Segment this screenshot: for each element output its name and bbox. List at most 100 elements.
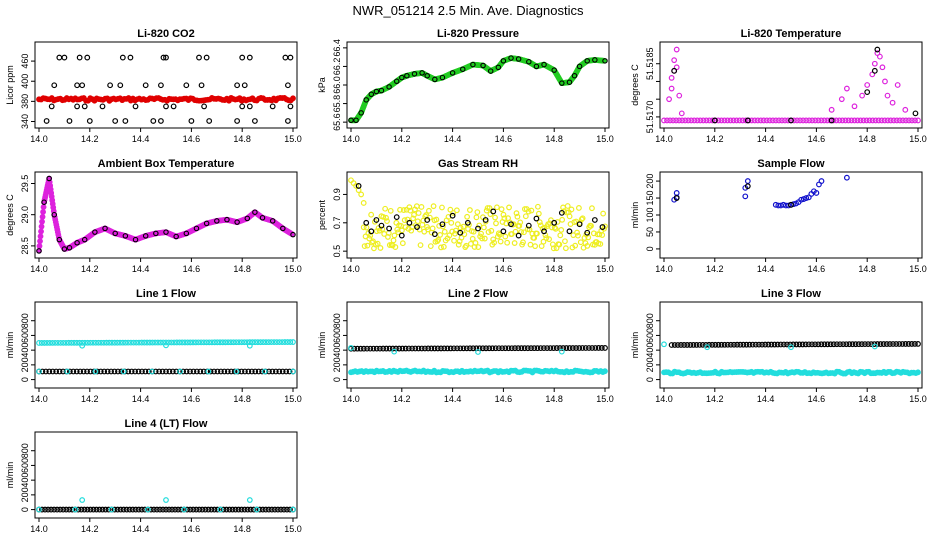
- data-point: [57, 339, 64, 346]
- data-point: [214, 218, 220, 224]
- y-tick-label: 200: [20, 487, 30, 502]
- data-point: [101, 368, 108, 375]
- data-point: [769, 117, 776, 124]
- data-point: [188, 118, 195, 124]
- data-point: [81, 236, 88, 243]
- plot-frame: [34, 41, 298, 129]
- data-point: [673, 46, 680, 53]
- data-point: [470, 61, 476, 68]
- y-tick-label: 800: [20, 443, 30, 458]
- data-point: [130, 339, 137, 346]
- data-point: [389, 345, 396, 352]
- x-tick-label: 15.0: [909, 264, 927, 274]
- data-point: [882, 78, 888, 85]
- data-point: [196, 506, 203, 513]
- data-point: [540, 238, 547, 245]
- data-point: [480, 224, 487, 231]
- data-point: [757, 117, 764, 124]
- y-tick-label: 400: [20, 473, 30, 488]
- data-point: [796, 341, 803, 348]
- data-point: [578, 216, 585, 223]
- data-point: [222, 339, 229, 346]
- data-point: [506, 204, 512, 211]
- data-point: [108, 368, 114, 375]
- data-point: [864, 82, 871, 88]
- data-point: [771, 341, 778, 348]
- data-point: [79, 82, 86, 89]
- data-point: [718, 117, 725, 124]
- data-point: [290, 231, 296, 238]
- panel-rh: Gas Stream RH 14.0 14.2 14.4 14.6 14.8 15.0 0.5…: [317, 158, 614, 274]
- data-point: [141, 506, 148, 513]
- data-point: [51, 506, 58, 513]
- data-point: [192, 339, 199, 346]
- data-point: [859, 92, 866, 99]
- x-tick-label: 14.6: [495, 264, 513, 274]
- data-point: [286, 368, 293, 375]
- data-point: [668, 342, 675, 348]
- x-tick-label: 14.8: [858, 394, 876, 404]
- data-point: [48, 506, 54, 513]
- data-point: [556, 241, 563, 248]
- data-point: [273, 339, 280, 346]
- data-point: [424, 72, 430, 79]
- x-tick-label: 14.8: [858, 134, 876, 144]
- data-point: [157, 339, 164, 346]
- data-point: [533, 63, 540, 70]
- data-point: [576, 205, 582, 211]
- data-point: [353, 117, 359, 124]
- data-point: [187, 339, 194, 346]
- data-point: [152, 339, 159, 346]
- data-point: [195, 339, 202, 346]
- data-point: [597, 241, 604, 247]
- data-point: [865, 341, 872, 348]
- data-point: [793, 341, 800, 348]
- x-tick-label: 14.8: [858, 264, 876, 274]
- data-point: [848, 117, 855, 124]
- data-point: [527, 241, 534, 248]
- data-point: [214, 368, 221, 375]
- data-point: [863, 117, 870, 124]
- panel-line4: Line 4 (LT) Flow 14.0 14.2 14.4 14.6 14.8 15.0…: [5, 418, 302, 534]
- panel-title: Line 3 Flow: [761, 288, 821, 300]
- data-point: [799, 341, 806, 348]
- y-tick-label: 51.5170: [645, 101, 655, 134]
- data-point: [429, 225, 436, 232]
- x-tick-label: 15.0: [596, 134, 614, 144]
- data-point: [400, 207, 407, 213]
- data-point: [102, 225, 108, 232]
- data-point: [391, 348, 398, 355]
- data-point: [559, 216, 566, 223]
- data-point: [163, 342, 169, 349]
- data-point: [114, 339, 121, 346]
- data-point: [173, 339, 180, 346]
- data-point: [207, 368, 214, 375]
- data-point: [602, 223, 608, 230]
- data-point: [211, 506, 218, 513]
- data-point: [510, 221, 517, 228]
- y-tick-label: 65.8: [332, 95, 342, 113]
- data-point: [129, 506, 136, 513]
- data-point: [117, 339, 123, 346]
- data-point: [250, 506, 257, 513]
- data-point: [219, 339, 226, 346]
- data-point: [268, 506, 275, 513]
- data-point: [79, 339, 86, 346]
- data-point: [126, 506, 133, 513]
- x-tick-label: 14.2: [81, 524, 99, 534]
- data-point: [569, 345, 576, 351]
- x-tick-label: 14.6: [183, 134, 201, 144]
- data-point: [536, 219, 543, 226]
- data-point: [184, 506, 191, 513]
- data-point: [176, 339, 183, 346]
- x-tick-label: 15.0: [284, 134, 302, 144]
- data-point: [805, 341, 812, 348]
- data-point: [748, 117, 755, 124]
- data-point: [180, 368, 187, 375]
- data-point: [112, 230, 118, 237]
- data-point: [40, 204, 47, 210]
- data-point: [576, 221, 583, 228]
- data-layer: [661, 46, 921, 124]
- plot-frame: [659, 301, 923, 389]
- data-point: [76, 54, 83, 61]
